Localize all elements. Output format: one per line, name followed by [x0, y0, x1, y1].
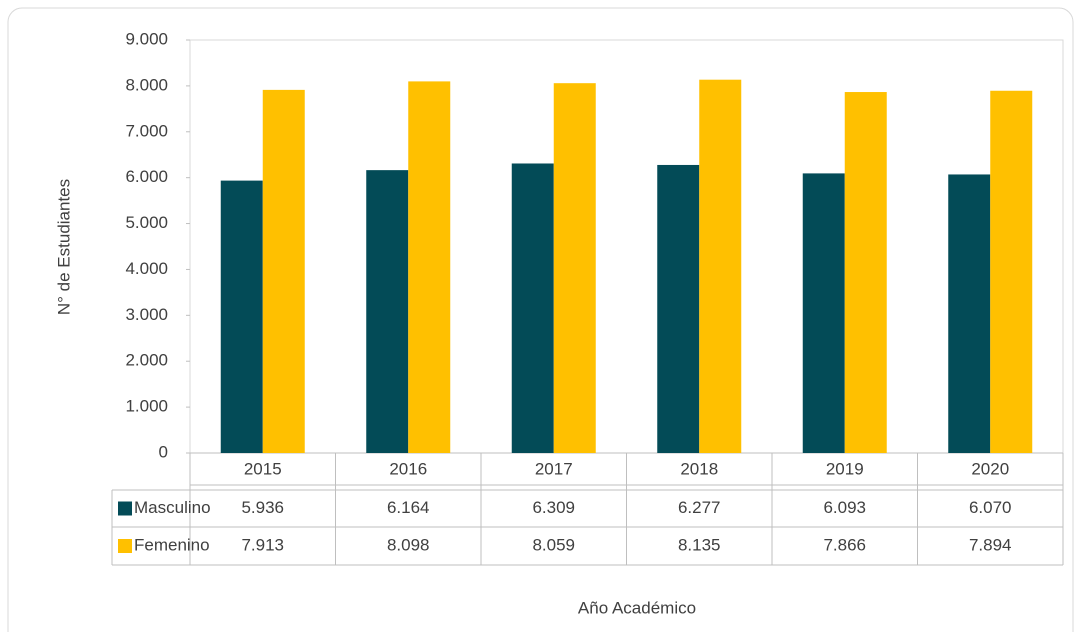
x-tick-label: 2020 — [971, 459, 1009, 478]
table-value: 6.093 — [823, 498, 866, 517]
table-value: 6.277 — [678, 498, 721, 517]
table-value: 7.866 — [823, 535, 866, 554]
x-tick-label: 2019 — [826, 459, 864, 478]
bar — [699, 79, 742, 454]
bar — [657, 164, 700, 453]
y-tick-label: 5.000 — [125, 213, 168, 232]
y-tick-label: 8.000 — [125, 75, 168, 94]
legend-label: Masculino — [134, 498, 211, 517]
legend-label: Femenino — [134, 535, 210, 554]
table-value: 7.913 — [241, 535, 284, 554]
bar — [220, 180, 263, 453]
table-value: 6.309 — [532, 498, 575, 517]
x-tick-label: 2018 — [680, 459, 718, 478]
bar — [844, 92, 887, 454]
table-value: 6.070 — [969, 498, 1012, 517]
table-value: 7.894 — [969, 535, 1012, 554]
bar — [948, 174, 991, 453]
table-value: 8.059 — [532, 535, 575, 554]
bar — [802, 173, 845, 454]
bar — [262, 89, 305, 453]
x-tick-label: 2015 — [244, 459, 282, 478]
y-tick-label: 7.000 — [125, 121, 168, 140]
bar — [511, 163, 554, 453]
table-value: 5.936 — [241, 498, 284, 517]
table-value: 6.164 — [387, 498, 430, 517]
y-tick-label: 6.000 — [125, 167, 168, 186]
legend-swatch — [118, 539, 132, 553]
y-axis-label: N° de Estudiantes — [54, 179, 73, 315]
y-tick-label: 0 — [159, 442, 168, 461]
bar — [408, 81, 451, 453]
x-tick-label: 2017 — [535, 459, 573, 478]
bar — [553, 83, 596, 453]
y-tick-label: 4.000 — [125, 259, 168, 278]
x-tick-label: 2016 — [389, 459, 427, 478]
y-tick-label: 3.000 — [125, 305, 168, 324]
table-value: 8.135 — [678, 535, 721, 554]
bar — [990, 90, 1033, 453]
legend-swatch — [118, 501, 132, 516]
x-axis-label: Año Académico — [578, 598, 696, 617]
table-value: 8.098 — [387, 535, 430, 554]
bar — [366, 170, 409, 454]
y-tick-label: 9.000 — [125, 29, 168, 48]
y-tick-label: 1.000 — [125, 397, 168, 416]
y-tick-label: 2.000 — [125, 351, 168, 370]
